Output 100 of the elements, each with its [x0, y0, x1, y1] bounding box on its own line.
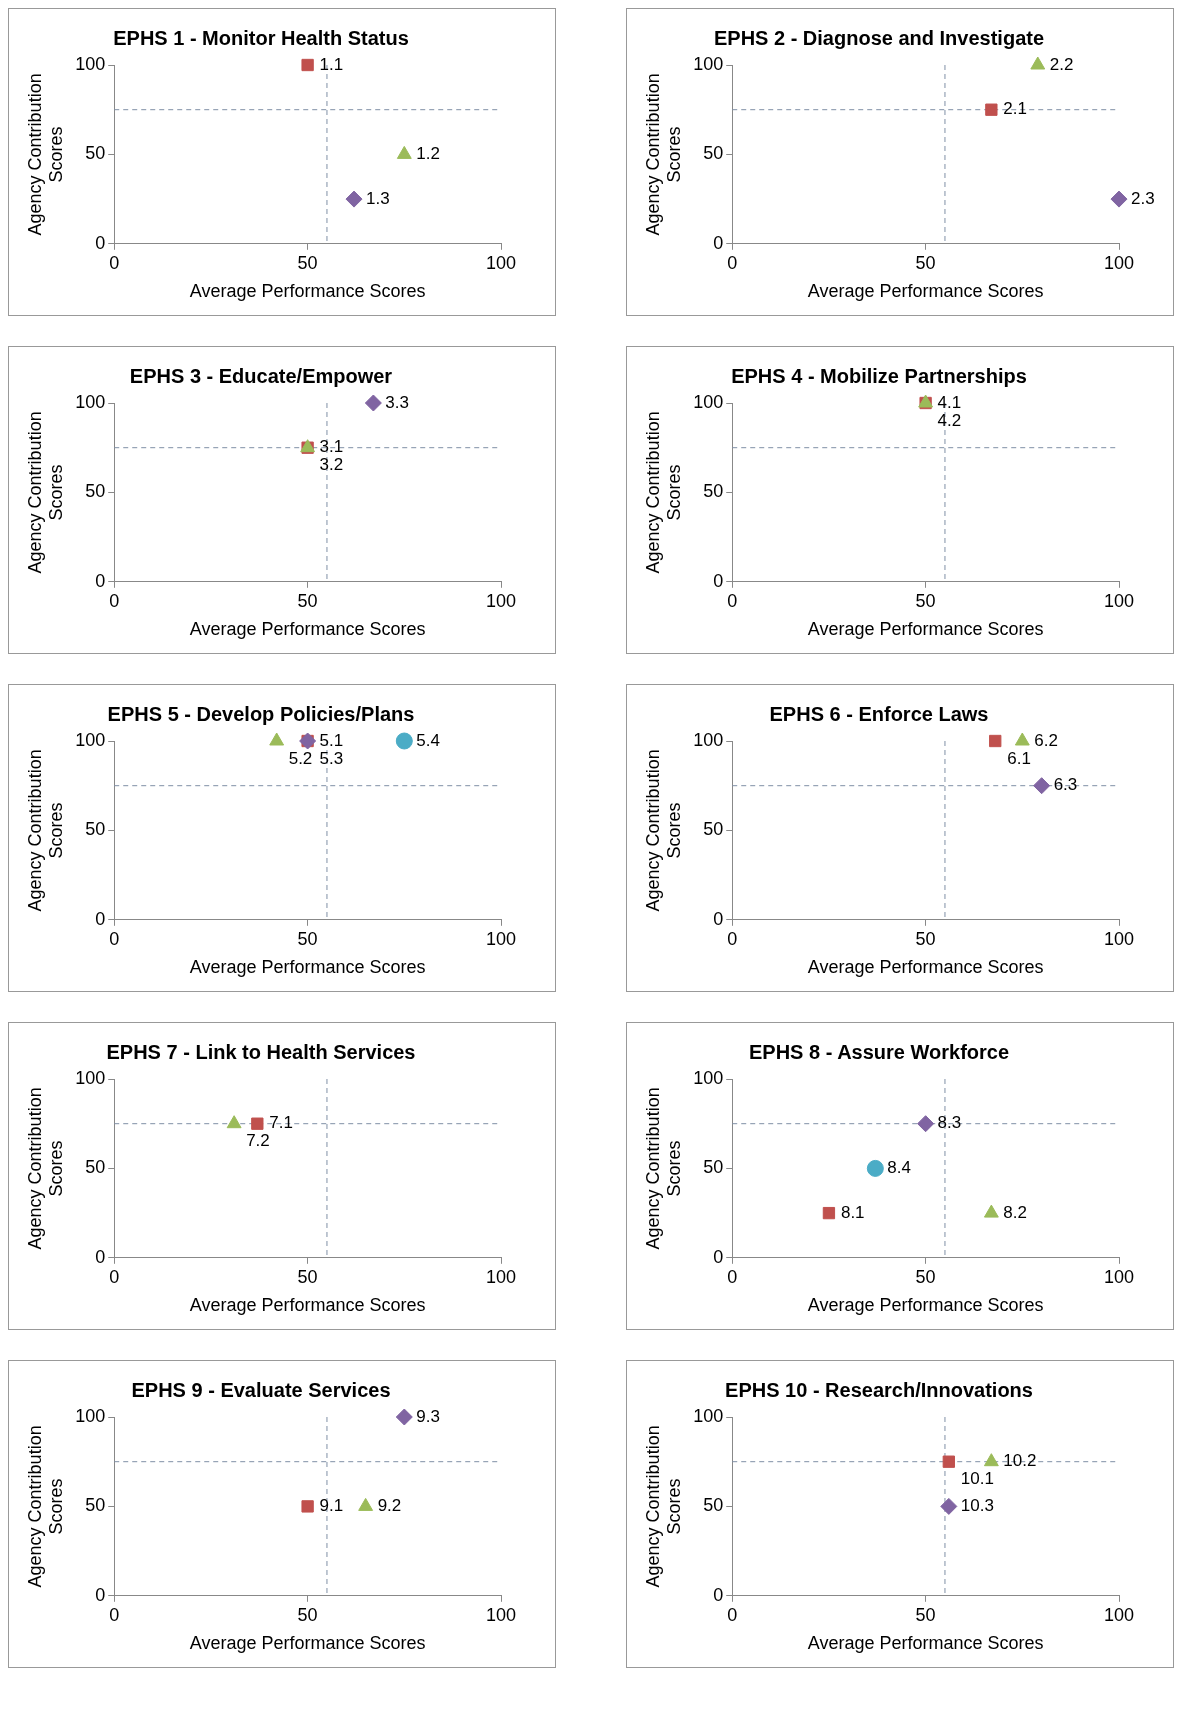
y-tick-label: 50: [85, 481, 106, 502]
series-label: 4.1: [937, 392, 962, 412]
x-tick-label: 0: [727, 590, 738, 611]
chart-title: EPHS 6 - Enforce Laws: [769, 702, 989, 725]
series-label: 1.2: [416, 144, 440, 164]
series-label: 5.1: [319, 730, 344, 750]
x-tick-label: 100: [485, 252, 517, 273]
series-label: 8.2: [1003, 1202, 1028, 1222]
chart-title: EPHS 4 - Mobilize Partnerships: [731, 364, 1027, 387]
y-axis-title: Agency Contribution Scores: [642, 73, 685, 236]
y-axis-title: Agency Contribution Scores: [642, 1087, 685, 1250]
series-label: 7.1: [269, 1113, 293, 1133]
series-label: 6.3: [1053, 775, 1078, 795]
chart-title: EPHS 1 - Monitor Health Status: [113, 26, 409, 49]
series-label: 5.4: [416, 730, 440, 750]
y-axis-title: Agency Contribution Scores: [24, 73, 67, 236]
x-tick-label: 0: [727, 252, 738, 273]
chart-title: EPHS 3 - Educate/Empower: [129, 364, 393, 387]
y-tick-label: 0: [95, 232, 106, 253]
x-tick-label: 100: [1103, 590, 1135, 611]
y-tick-label: 0: [95, 1246, 106, 1267]
y-tick-label: 100: [75, 391, 106, 412]
y-tick-label: 0: [713, 570, 724, 591]
series-label: 3.2: [319, 455, 344, 475]
series-label: 2.2: [1049, 54, 1074, 74]
series-label: 6.2: [1034, 730, 1058, 750]
series-label: 4.2: [937, 410, 962, 430]
series-label: 1.3: [366, 188, 390, 208]
y-tick-label: 100: [693, 391, 724, 412]
series-label: 10.1: [960, 1469, 994, 1489]
x-tick-label: 50: [915, 1604, 936, 1625]
series-label: 8.3: [937, 1113, 962, 1133]
y-axis-title: Agency Contribution Scores: [642, 1425, 685, 1588]
y-tick-label: 100: [75, 53, 106, 74]
x-axis-title: Average Performance Scores: [807, 281, 1044, 302]
y-tick-label: 50: [703, 1495, 724, 1516]
x-tick-label: 50: [915, 1266, 936, 1287]
x-tick-label: 50: [297, 252, 318, 273]
x-axis-title: Average Performance Scores: [189, 619, 426, 640]
y-tick-label: 50: [85, 1495, 106, 1516]
y-axis-title: Agency Contribution Scores: [642, 411, 685, 574]
x-axis-title: Average Performance Scores: [189, 281, 426, 302]
series-label: 8.1: [840, 1202, 865, 1222]
x-axis-title: Average Performance Scores: [807, 957, 1044, 978]
x-tick-label: 50: [297, 928, 318, 949]
x-tick-label: 0: [109, 252, 120, 273]
y-tick-label: 100: [693, 53, 724, 74]
series-label: 8.4: [887, 1158, 911, 1178]
y-tick-label: 0: [713, 1584, 724, 1605]
y-tick-label: 0: [713, 908, 724, 929]
x-tick-label: 100: [1103, 1266, 1135, 1287]
x-tick-label: 100: [485, 928, 517, 949]
y-axis-title: Agency Contribution Scores: [24, 1087, 67, 1250]
chart-title: EPHS 9 - Evaluate Services: [131, 1378, 391, 1401]
x-axis-title: Average Performance Scores: [807, 619, 1044, 640]
series-label: 10.2: [1003, 1451, 1037, 1471]
y-tick-label: 100: [75, 1067, 106, 1088]
x-tick-label: 50: [915, 252, 936, 273]
chart-title: EPHS 5 - Develop Policies/Plans: [107, 702, 415, 725]
x-axis-title: Average Performance Scores: [807, 1633, 1044, 1654]
y-tick-label: 100: [75, 729, 106, 750]
y-tick-label: 50: [85, 143, 106, 164]
x-tick-label: 100: [1103, 1604, 1135, 1625]
y-axis-title: Agency Contribution Scores: [24, 1425, 67, 1588]
x-tick-label: 100: [1103, 928, 1135, 949]
y-tick-label: 100: [693, 1067, 724, 1088]
x-tick-label: 0: [727, 1604, 738, 1625]
y-tick-label: 50: [703, 481, 724, 502]
x-tick-label: 0: [727, 1266, 738, 1287]
x-axis-title: Average Performance Scores: [807, 1295, 1044, 1316]
x-tick-label: 50: [915, 928, 936, 949]
y-tick-label: 0: [95, 1584, 106, 1605]
x-tick-label: 0: [727, 928, 738, 949]
series-label: 6.1: [1007, 748, 1031, 768]
series-label: 9.2: [377, 1496, 402, 1516]
x-tick-label: 100: [485, 1604, 517, 1625]
chart-title: EPHS 8 - Assure Workforce: [748, 1040, 1010, 1063]
series-label: 2.1: [1003, 99, 1028, 119]
y-tick-label: 50: [703, 143, 724, 164]
y-tick-label: 50: [703, 819, 724, 840]
y-tick-label: 50: [85, 819, 106, 840]
series-label: 5.3: [319, 748, 344, 768]
series-label: 1.1: [319, 54, 344, 74]
y-axis-title: Agency Contribution Scores: [642, 749, 685, 912]
series-label: 2.3: [1131, 188, 1155, 208]
x-axis-title: Average Performance Scores: [189, 1633, 426, 1654]
series-label: 3.1: [319, 437, 344, 457]
y-tick-label: 100: [75, 1405, 106, 1426]
y-tick-label: 0: [95, 908, 106, 929]
x-axis-title: Average Performance Scores: [189, 957, 426, 978]
x-tick-label: 0: [109, 1604, 120, 1625]
y-tick-label: 50: [703, 1157, 724, 1178]
x-tick-label: 0: [109, 928, 120, 949]
series-label: 9.3: [416, 1406, 440, 1426]
x-tick-label: 100: [485, 1266, 517, 1287]
y-axis-title: Agency Contribution Scores: [24, 749, 67, 912]
y-tick-label: 0: [95, 570, 106, 591]
y-tick-label: 0: [713, 1246, 724, 1267]
chart-title: EPHS 10 - Research/Innovations: [725, 1378, 1033, 1401]
y-tick-label: 100: [693, 1405, 724, 1426]
